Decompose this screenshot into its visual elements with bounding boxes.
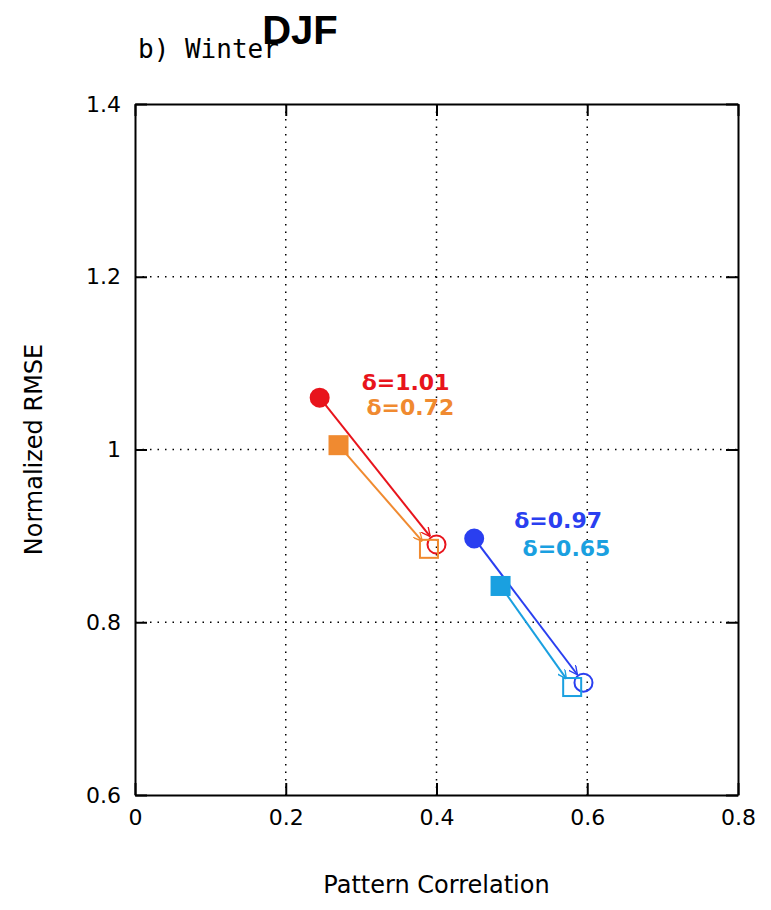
tick-mark (436, 104, 438, 116)
tick (587, 104, 588, 116)
grid-line (135, 449, 738, 451)
tick (726, 450, 738, 451)
tick-label: 0 (129, 805, 143, 830)
tick-mark (726, 795, 738, 797)
tick-label: 0.6 (570, 805, 605, 830)
x-axis-title: Pattern Correlation (323, 871, 549, 899)
point-end (428, 536, 446, 554)
annotation: δ=0.97 (514, 508, 602, 533)
tick-label: 1.2 (86, 264, 121, 289)
y-axis-right (726, 105, 739, 796)
tick: 0.6 (570, 783, 605, 830)
annotations: δ=1.01δ=0.72 δ=0.97 δ=0.65 (362, 370, 611, 561)
y-axis-title: Normalized RMSE (20, 344, 48, 556)
series (492, 577, 582, 696)
chart: DJFb) Winter00.20.40.60.80.60.811.21.4Pa… (0, 0, 771, 910)
annotation: δ=1.01 (362, 370, 450, 395)
tick-mark (726, 276, 738, 278)
tick-label: 0.2 (269, 805, 304, 830)
tick-label: 0.8 (721, 805, 756, 830)
tick-mark (726, 449, 738, 451)
tick: 0.6 (86, 783, 147, 808)
x-axis: 0 0.2 0.4 0.6 0.8 (129, 783, 757, 830)
tick-mark (135, 622, 147, 624)
grid (135, 104, 738, 795)
tick-mark (587, 104, 589, 116)
tick: 0.4 (420, 783, 455, 830)
point-start (311, 389, 329, 407)
arrow (339, 445, 423, 541)
tick (726, 622, 738, 623)
tick: 1.2 (86, 264, 147, 289)
subtitle: b) Winter (138, 34, 279, 64)
tick: 0.2 (269, 783, 304, 830)
tick-mark (587, 783, 589, 795)
annotation: δ=0.65 (523, 536, 611, 561)
tick-label: 1 (107, 437, 121, 462)
tick-label: 0.8 (86, 610, 121, 635)
point-start (330, 436, 348, 454)
tick-mark (135, 449, 147, 451)
point-start (465, 529, 483, 547)
tick-mark (436, 783, 438, 795)
point-start (492, 577, 510, 595)
grid-line (135, 276, 738, 278)
tick (437, 104, 438, 116)
point-end (563, 678, 581, 696)
tick-label: 0.4 (420, 805, 455, 830)
series (330, 436, 438, 558)
point-end (420, 540, 438, 558)
tick (726, 795, 738, 796)
grid-line (135, 622, 738, 624)
tick-mark (285, 104, 287, 116)
y-axis: 0.6 0.8 1 1.2 1.4 (86, 92, 147, 808)
tick-mark (726, 622, 738, 624)
tick-mark (135, 795, 147, 797)
tick (726, 277, 738, 278)
tick-mark (726, 104, 738, 106)
point-end (574, 674, 592, 692)
tick-label: 0.6 (86, 783, 121, 808)
tick: 1.4 (86, 92, 147, 117)
tick-label: 1.4 (86, 92, 121, 117)
x-axis-top (136, 104, 739, 116)
arrow (501, 586, 567, 679)
tick-mark (135, 276, 147, 278)
tick: 1 (107, 437, 147, 462)
tick-mark (285, 783, 287, 795)
tick (286, 104, 287, 116)
tick-mark (135, 104, 147, 106)
annotation: δ=0.72 (367, 395, 455, 420)
tick (726, 104, 738, 105)
tick: 0.8 (86, 610, 147, 635)
